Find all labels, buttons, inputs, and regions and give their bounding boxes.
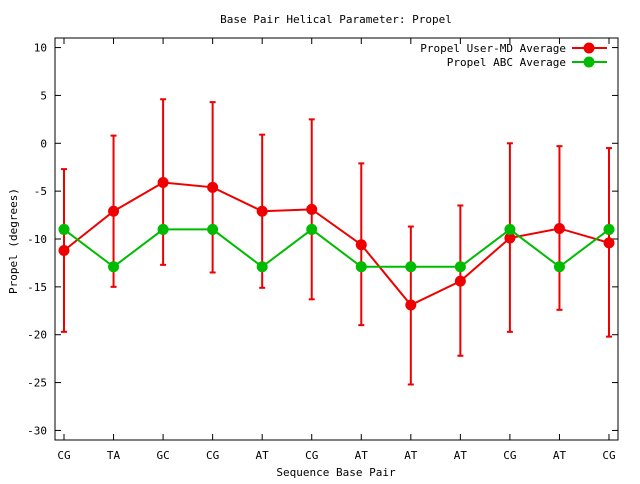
legend-marker-user-md: [583, 42, 595, 54]
series-line-user-md: [63, 181, 610, 307]
data-point-abc: [58, 223, 70, 235]
y-axis-label: Propel (degrees): [7, 188, 20, 294]
data-point-user-md: [355, 239, 367, 251]
legend-marker-abc: [583, 56, 595, 68]
data-point-user-md: [108, 205, 120, 217]
data-point-user-md: [405, 299, 417, 311]
x-tick-label: TA: [107, 449, 121, 462]
x-tick-label: AT: [454, 449, 468, 462]
data-point-abc: [207, 223, 219, 235]
data-point-abc: [108, 261, 120, 273]
data-point-abc: [306, 223, 318, 235]
data-point-user-md: [553, 222, 565, 234]
y-tick-label: 5: [40, 89, 47, 102]
data-point-user-md: [603, 237, 615, 249]
x-axis-label: Sequence Base Pair: [276, 466, 396, 479]
data-point-user-md: [454, 275, 466, 287]
data-point-abc: [603, 223, 615, 235]
chart-title: Base Pair Helical Parameter: Propel: [220, 13, 452, 26]
y-tick-label: -5: [34, 185, 47, 198]
data-point-abc: [256, 261, 268, 273]
data-point-user-md: [504, 232, 516, 244]
data-point-user-md: [58, 244, 70, 256]
data-point-user-md: [157, 177, 169, 189]
x-tick-label: CG: [57, 449, 70, 462]
x-tick-label: CG: [503, 449, 516, 462]
legend-label-abc: Propel ABC Average: [447, 56, 566, 69]
x-tick-label: GC: [156, 449, 169, 462]
data-point-abc: [355, 261, 367, 273]
data-point-user-md: [207, 181, 219, 193]
data-point-abc: [504, 223, 516, 235]
data-point-user-md: [306, 203, 318, 215]
y-tick-label: -25: [27, 377, 47, 390]
y-tick-label: -10: [27, 233, 47, 246]
x-tick-label: AT: [404, 449, 418, 462]
y-tick-label: 10: [34, 42, 47, 55]
x-tick-label: AT: [553, 449, 567, 462]
y-tick-label: -15: [27, 281, 47, 294]
data-point-abc: [553, 261, 565, 273]
data-point-abc: [157, 223, 169, 235]
data-point-user-md: [256, 205, 268, 217]
data-point-abc: [405, 261, 417, 273]
series-line-abc: [63, 228, 610, 269]
x-tick-label: CG: [602, 449, 615, 462]
plot-frame: [54, 37, 619, 441]
y-tick-label: 0: [40, 137, 47, 150]
x-tick-label: CG: [305, 449, 318, 462]
x-tick-label: AT: [256, 449, 270, 462]
y-tick-label: -20: [27, 329, 47, 342]
y-tick-label: -30: [27, 424, 47, 437]
x-tick-label: AT: [355, 449, 369, 462]
x-tick-label: CG: [206, 449, 219, 462]
legend-label-user-md: Propel User-MD Average: [420, 42, 566, 55]
plot-layer: 10 5 0 -5 -10 -15 -20 -25 -30 CG TA GC CG AT CG AT AT AT C…: [27, 37, 619, 462]
data-point-abc: [454, 261, 466, 273]
